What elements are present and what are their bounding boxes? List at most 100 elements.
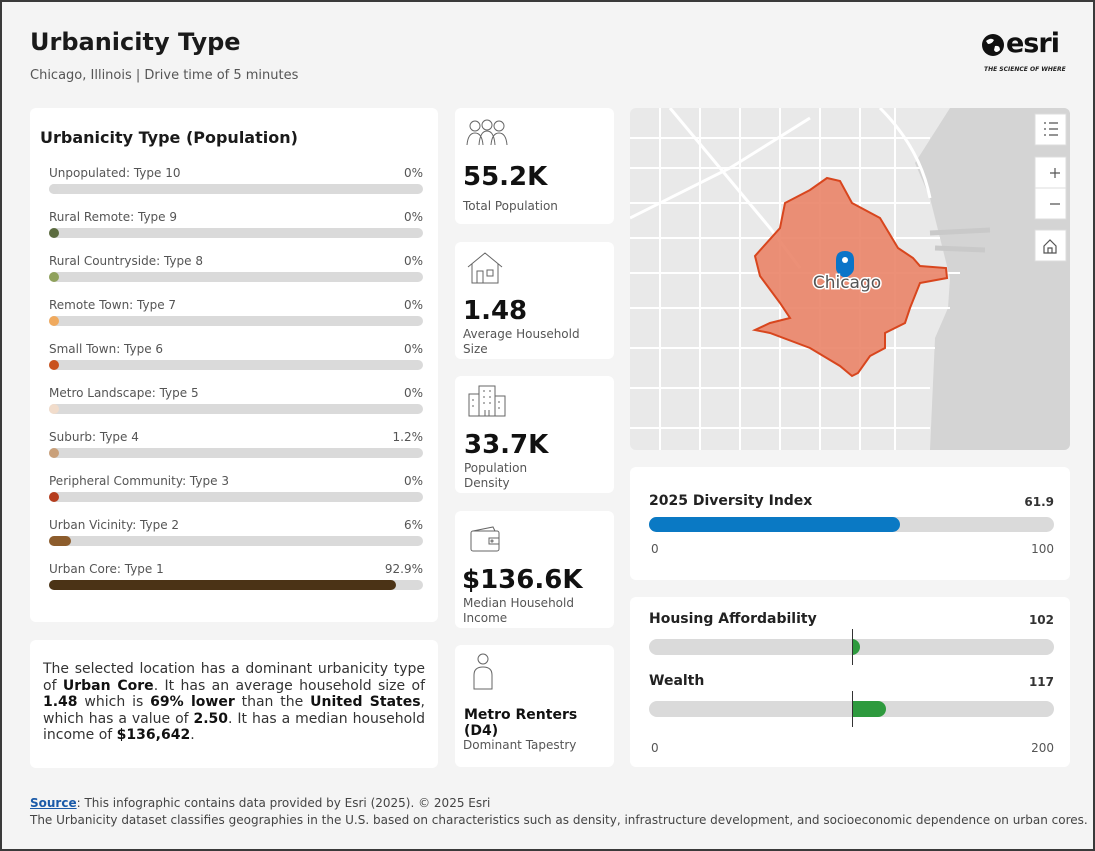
stat-label: Average Household Size [463,327,580,356]
summary-segment: The selected location has a dominant urb… [43,661,425,694]
page-title: Urbanicity Type [30,28,241,56]
index-title: Wealth [649,673,705,689]
row-label: Urban Core: Type 1 [49,562,164,576]
row-label: Metro Landscape: Type 5 [49,386,199,400]
x-tick-label: 100 [1031,542,1054,556]
row-label: Peripheral Community: Type 3 [49,474,229,488]
page-subtitle: Chicago, Illinois | Drive time of 5 minu… [30,68,299,83]
row-value: 0% [403,298,423,312]
row-value: 92.9% [384,562,423,576]
summary-segment: 2.50 [193,710,229,727]
row-value: 1.2% [392,430,424,444]
summary-segment: than the [234,694,311,710]
row-value: 0% [403,474,423,488]
summary-segment: United States [310,694,421,710]
bar [49,272,59,282]
row-label: Urban Vicinity: Type 2 [49,518,180,532]
stat-card: $136.6K Median Household Income [455,511,614,628]
source-text: : This infographic contains data provide… [76,796,491,810]
row-label: Suburb: Type 4 [49,430,139,444]
stat-card: 33.7K Population Density [455,376,614,493]
summary-segment: 1.48 [43,694,78,710]
bar [49,492,59,502]
bar [49,448,59,458]
summary-segment: , which has a value of [43,694,425,727]
stat-label: Dominant Tapestry [463,738,577,752]
map[interactable]: Chicago [630,108,1070,450]
summary-card: The selected location has a dominant urb… [30,640,438,768]
index-card: Housing Affordability 102 Wealth 117 0 200 [630,597,1070,767]
summary-segment: which is [77,694,151,710]
summary-text: The selected location has a dominant urb… [43,661,425,744]
bar [851,639,860,655]
reference-line [851,691,853,727]
bar-track [49,316,423,326]
row-value: 6% [403,518,423,532]
summary-segment: $136,642 [116,727,191,743]
bar-track [49,492,423,502]
person-icon [473,653,493,690]
house-icon [467,252,503,284]
index-title: Housing Affordability [649,611,817,627]
x-tick-label: 0 [651,542,659,556]
bar [49,404,59,414]
row-value: 0% [403,254,423,268]
bar-track [49,228,423,238]
map-label: Chicago [813,273,881,293]
source-link[interactable]: Source [30,796,77,810]
bar [49,316,59,326]
row-label: Remote Town: Type 7 [49,298,177,312]
diversity-value: 61.9 [1024,495,1054,509]
bar [649,517,900,532]
row-value: 0% [403,386,423,400]
row-value: 0% [403,342,423,356]
summary-segment: 69% lower [150,694,235,710]
stat-label: Median Household Income [463,596,574,625]
bar [851,701,886,717]
bar-track [49,404,423,414]
bar-track [49,272,423,282]
stat-label: Total Population [463,199,558,213]
index-value: 117 [1028,675,1054,689]
summary-segment: . [190,727,195,743]
logo-text: esri [1006,28,1060,59]
bar [49,184,59,194]
summary-segment: . It has a median household income of [43,710,426,744]
x-tick-label: 0 [651,741,659,755]
bar [49,360,59,370]
building-icon [468,385,506,417]
stat-value: $136.6K [462,565,583,595]
stat-value: 55.2K [463,162,548,192]
row-label: Unpopulated: Type 10 [49,166,181,180]
index-value: 102 [1028,613,1054,627]
row-value: 0% [403,210,423,224]
urbanicity-card: Urbanicity Type (Population) Unpopulated… [30,108,438,622]
card-title: Urbanicity Type (Population) [40,128,298,147]
row-label: Rural Countryside: Type 8 [49,254,203,268]
bar [49,536,72,546]
summary-segment: . It has an average household size of [153,677,425,694]
x-tick-label: 200 [1031,741,1054,755]
stat-value: 1.48 [463,296,528,326]
bar-track [49,536,423,546]
people-icon [466,119,508,146]
stat-card: 1.48 Average Household Size [455,242,614,359]
row-label: Small Town: Type 6 [49,342,164,356]
stat-value: Metro Renters (D4) [464,707,578,739]
summary-segment: Urban Core [62,677,154,694]
logo-tagline: THE SCIENCE OF WHERE [984,66,1066,73]
bar-track [49,184,423,194]
logo-globe [982,34,1004,56]
bar [49,580,397,590]
footer-note: The Urbanicity dataset classifies geogra… [30,813,1088,827]
row-value: 0% [403,166,423,180]
footer-source: Source: This infographic contains data p… [30,796,490,810]
bar-track [49,360,423,370]
stat-label: Population Density [464,461,528,490]
row-label: Rural Remote: Type 9 [49,210,178,224]
stat-value: 33.7K [464,430,549,460]
stat-card: 55.2K Total Population [455,108,614,224]
wallet-icon [470,526,500,552]
reference-line [851,629,853,665]
